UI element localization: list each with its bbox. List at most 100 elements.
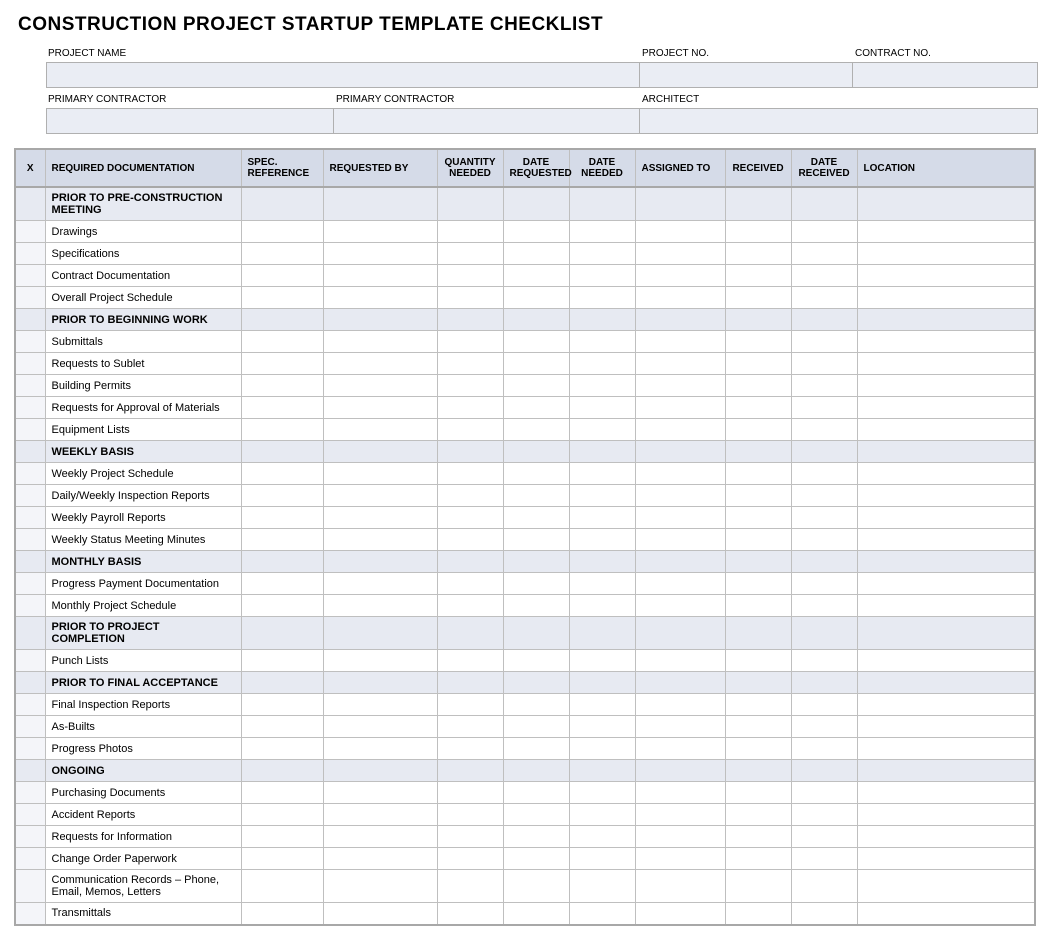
data-cell[interactable] xyxy=(241,804,323,826)
data-cell[interactable] xyxy=(437,716,503,738)
data-cell[interactable] xyxy=(569,221,635,243)
data-cell[interactable] xyxy=(241,716,323,738)
data-cell[interactable] xyxy=(437,903,503,925)
data-cell[interactable] xyxy=(241,650,323,672)
data-cell[interactable] xyxy=(503,243,569,265)
data-cell[interactable] xyxy=(503,804,569,826)
data-cell[interactable] xyxy=(437,221,503,243)
data-cell[interactable] xyxy=(791,738,857,760)
data-cell[interactable] xyxy=(241,221,323,243)
data-cell[interactable] xyxy=(635,265,725,287)
data-cell[interactable] xyxy=(635,848,725,870)
data-cell[interactable] xyxy=(569,287,635,309)
data-cell[interactable] xyxy=(635,595,725,617)
data-cell[interactable] xyxy=(503,738,569,760)
check-cell[interactable] xyxy=(15,507,45,529)
data-cell[interactable] xyxy=(323,265,437,287)
data-cell[interactable] xyxy=(241,903,323,925)
data-cell[interactable] xyxy=(437,331,503,353)
data-cell[interactable] xyxy=(857,529,1035,551)
data-cell[interactable] xyxy=(323,375,437,397)
data-cell[interactable] xyxy=(503,507,569,529)
data-cell[interactable] xyxy=(635,573,725,595)
data-cell[interactable] xyxy=(635,650,725,672)
data-cell[interactable] xyxy=(503,782,569,804)
check-cell[interactable] xyxy=(15,287,45,309)
data-cell[interactable] xyxy=(241,353,323,375)
check-cell[interactable] xyxy=(15,716,45,738)
data-cell[interactable] xyxy=(503,694,569,716)
data-cell[interactable] xyxy=(725,694,791,716)
data-cell[interactable] xyxy=(725,870,791,903)
data-cell[interactable] xyxy=(635,529,725,551)
data-cell[interactable] xyxy=(857,375,1035,397)
data-cell[interactable] xyxy=(503,221,569,243)
data-cell[interactable] xyxy=(503,595,569,617)
data-cell[interactable] xyxy=(791,463,857,485)
data-cell[interactable] xyxy=(503,650,569,672)
data-cell[interactable] xyxy=(241,826,323,848)
data-cell[interactable] xyxy=(635,375,725,397)
data-cell[interactable] xyxy=(569,573,635,595)
data-cell[interactable] xyxy=(857,419,1035,441)
data-cell[interactable] xyxy=(569,419,635,441)
data-cell[interactable] xyxy=(569,694,635,716)
data-cell[interactable] xyxy=(857,804,1035,826)
data-cell[interactable] xyxy=(791,573,857,595)
data-cell[interactable] xyxy=(635,903,725,925)
data-cell[interactable] xyxy=(857,650,1035,672)
check-cell[interactable] xyxy=(15,595,45,617)
data-cell[interactable] xyxy=(569,331,635,353)
data-cell[interactable] xyxy=(791,782,857,804)
data-cell[interactable] xyxy=(725,738,791,760)
data-cell[interactable] xyxy=(857,782,1035,804)
check-cell[interactable] xyxy=(15,694,45,716)
data-cell[interactable] xyxy=(857,265,1035,287)
check-cell[interactable] xyxy=(15,221,45,243)
data-cell[interactable] xyxy=(241,463,323,485)
data-cell[interactable] xyxy=(857,221,1035,243)
check-cell[interactable] xyxy=(15,738,45,760)
data-cell[interactable] xyxy=(635,463,725,485)
data-cell[interactable] xyxy=(635,826,725,848)
data-cell[interactable] xyxy=(857,463,1035,485)
check-cell[interactable] xyxy=(15,485,45,507)
data-cell[interactable] xyxy=(241,243,323,265)
data-cell[interactable] xyxy=(437,243,503,265)
data-cell[interactable] xyxy=(569,507,635,529)
data-cell[interactable] xyxy=(635,870,725,903)
data-cell[interactable] xyxy=(791,650,857,672)
data-cell[interactable] xyxy=(569,804,635,826)
data-cell[interactable] xyxy=(725,463,791,485)
data-cell[interactable] xyxy=(725,485,791,507)
data-cell[interactable] xyxy=(323,826,437,848)
data-cell[interactable] xyxy=(437,529,503,551)
data-cell[interactable] xyxy=(791,848,857,870)
data-cell[interactable] xyxy=(857,694,1035,716)
data-cell[interactable] xyxy=(857,397,1035,419)
check-cell[interactable] xyxy=(15,903,45,925)
data-cell[interactable] xyxy=(569,870,635,903)
check-cell[interactable] xyxy=(15,573,45,595)
data-cell[interactable] xyxy=(503,265,569,287)
header-input[interactable] xyxy=(46,108,334,134)
data-cell[interactable] xyxy=(635,694,725,716)
check-cell[interactable] xyxy=(15,375,45,397)
data-cell[interactable] xyxy=(323,848,437,870)
data-cell[interactable] xyxy=(241,782,323,804)
data-cell[interactable] xyxy=(635,507,725,529)
check-cell[interactable] xyxy=(15,782,45,804)
data-cell[interactable] xyxy=(791,243,857,265)
data-cell[interactable] xyxy=(635,485,725,507)
data-cell[interactable] xyxy=(725,397,791,419)
data-cell[interactable] xyxy=(323,419,437,441)
data-cell[interactable] xyxy=(791,419,857,441)
data-cell[interactable] xyxy=(791,870,857,903)
data-cell[interactable] xyxy=(503,419,569,441)
data-cell[interactable] xyxy=(503,716,569,738)
data-cell[interactable] xyxy=(725,221,791,243)
data-cell[interactable] xyxy=(857,826,1035,848)
data-cell[interactable] xyxy=(791,903,857,925)
data-cell[interactable] xyxy=(857,507,1035,529)
data-cell[interactable] xyxy=(323,903,437,925)
